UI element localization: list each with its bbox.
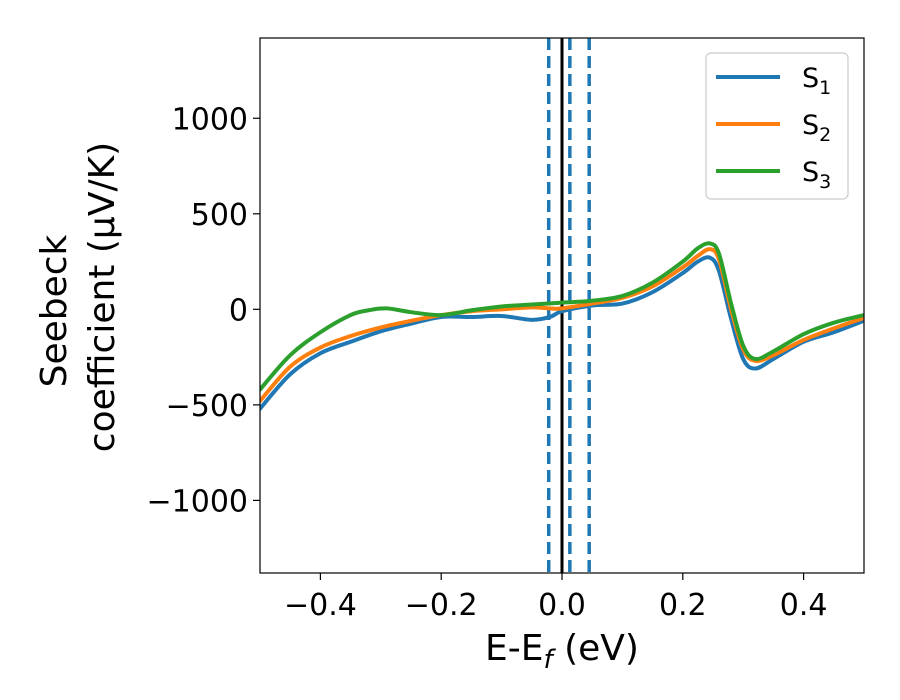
x-tick-label: 0.2	[659, 588, 707, 623]
legend-label-s1: S1	[802, 63, 831, 99]
legend-label-s2: S2	[802, 110, 831, 146]
reference-lines	[546, 38, 591, 573]
series-line-s3	[260, 241, 864, 392]
x-tick-label: −0.2	[405, 588, 478, 623]
x-tick-label: 0.0	[538, 588, 586, 623]
y-tick-label: −500	[166, 389, 248, 424]
y-axis-title-line1: Seebeck	[34, 234, 75, 387]
y-tick-label: 0	[229, 293, 248, 328]
series-layer	[260, 241, 864, 411]
y-tick-label: 500	[191, 198, 248, 233]
y-axis-title-line2: coefficient (μV/K)	[82, 142, 123, 452]
x-axis-title: E-Ef (eV)	[485, 628, 639, 675]
y-tick-label: −1000	[147, 484, 248, 519]
legend-label-s3: S3	[802, 157, 831, 193]
x-axis: −0.4 −0.2 0.0 0.2 0.4	[284, 573, 827, 623]
y-tick-label: 1000	[172, 102, 248, 137]
y-axis: −1000 −500 0 500 1000	[147, 102, 260, 519]
x-tick-label: 0.4	[780, 588, 828, 623]
x-tick-label: −0.4	[284, 588, 357, 623]
legend: S1 S2 S3	[705, 52, 849, 200]
series-line-s1	[260, 255, 864, 411]
